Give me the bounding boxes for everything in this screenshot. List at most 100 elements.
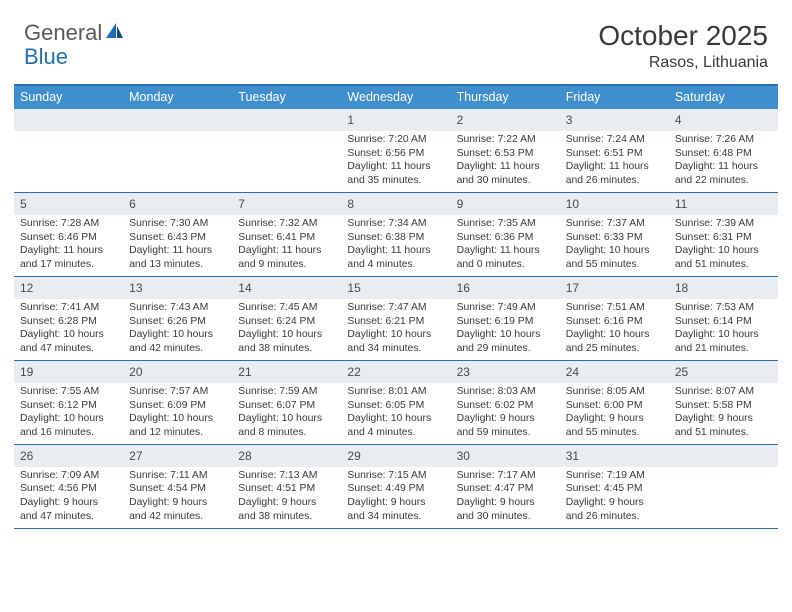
day-cell: 22Sunrise: 8:01 AMSunset: 6:05 PMDayligh… (341, 361, 450, 444)
day-number: 25 (675, 365, 688, 379)
sunset-text: Sunset: 6:53 PM (457, 147, 554, 161)
day-number: 17 (566, 281, 579, 295)
sunrise-text: Sunrise: 7:53 AM (675, 301, 772, 315)
day-number-row: 0 (669, 445, 778, 467)
day-number: 27 (129, 449, 142, 463)
daylight-text: Daylight: 9 hours and 42 minutes. (129, 496, 226, 523)
daylight-text: Daylight: 9 hours and 55 minutes. (566, 412, 663, 439)
day-number-row: 4 (669, 109, 778, 131)
day-number: 23 (457, 365, 470, 379)
day-detail: Sunrise: 7:39 AMSunset: 6:31 PMDaylight:… (669, 215, 778, 276)
day-number: 12 (20, 281, 33, 295)
day-detail: Sunrise: 7:59 AMSunset: 6:07 PMDaylight:… (232, 383, 341, 444)
day-number: 5 (20, 197, 27, 211)
sunrise-text: Sunrise: 7:17 AM (457, 469, 554, 483)
sunset-text: Sunset: 6:46 PM (20, 231, 117, 245)
sunset-text: Sunset: 4:47 PM (457, 482, 554, 496)
day-number: 7 (238, 197, 245, 211)
sunset-text: Sunset: 4:54 PM (129, 482, 226, 496)
day-number: 21 (238, 365, 251, 379)
sunset-text: Sunset: 6:31 PM (675, 231, 772, 245)
daylight-text: Daylight: 9 hours and 34 minutes. (347, 496, 444, 523)
daylight-text: Daylight: 10 hours and 4 minutes. (347, 412, 444, 439)
daylight-text: Daylight: 10 hours and 34 minutes. (347, 328, 444, 355)
day-detail: Sunrise: 7:51 AMSunset: 6:16 PMDaylight:… (560, 299, 669, 360)
sunset-text: Sunset: 6:19 PM (457, 315, 554, 329)
week-row: 12Sunrise: 7:41 AMSunset: 6:28 PMDayligh… (14, 277, 778, 361)
daylight-text: Daylight: 10 hours and 38 minutes. (238, 328, 335, 355)
sunset-text: Sunset: 6:02 PM (457, 399, 554, 413)
day-detail: Sunrise: 7:20 AMSunset: 6:56 PMDaylight:… (341, 131, 450, 192)
daylight-text: Daylight: 11 hours and 9 minutes. (238, 244, 335, 271)
sail-icon (105, 22, 125, 45)
day-number-row: 14 (232, 277, 341, 299)
day-number-row: 28 (232, 445, 341, 467)
day-number-row: 0 (123, 109, 232, 131)
calendar: Sunday Monday Tuesday Wednesday Thursday… (14, 84, 778, 529)
day-cell: 24Sunrise: 8:05 AMSunset: 6:00 PMDayligh… (560, 361, 669, 444)
day-detail: Sunrise: 8:05 AMSunset: 6:00 PMDaylight:… (560, 383, 669, 444)
day-number: 2 (457, 113, 464, 127)
day-detail: Sunrise: 7:19 AMSunset: 4:45 PMDaylight:… (560, 467, 669, 528)
day-cell: 17 Sunrise: 7:51 AMSunset: 6:16 PMDayligh… (560, 277, 669, 360)
sunrise-text: Sunrise: 7:19 AM (566, 469, 663, 483)
day-number: 8 (347, 197, 354, 211)
daylight-text: Daylight: 10 hours and 12 minutes. (129, 412, 226, 439)
day-cell: 25Sunrise: 8:07 AMSunset: 5:58 PMDayligh… (669, 361, 778, 444)
daylight-text: Daylight: 11 hours and 35 minutes. (347, 160, 444, 187)
day-number: 13 (129, 281, 142, 295)
day-detail: Sunrise: 7:15 AMSunset: 4:49 PMDaylight:… (341, 467, 450, 528)
day-number-row: 22 (341, 361, 450, 383)
day-detail: Sunrise: 8:03 AMSunset: 6:02 PMDaylight:… (451, 383, 560, 444)
sunset-text: Sunset: 6:28 PM (20, 315, 117, 329)
daylight-text: Daylight: 9 hours and 30 minutes. (457, 496, 554, 523)
sunrise-text: Sunrise: 7:26 AM (675, 133, 772, 147)
day-number: 26 (20, 449, 33, 463)
dow-fri: Friday (560, 86, 669, 109)
day-cell: 1Sunrise: 7:20 AMSunset: 6:56 PMDaylight… (341, 109, 450, 192)
header: General October 2025 Rasos, Lithuania (0, 0, 792, 76)
dow-mon: Monday (123, 86, 232, 109)
day-cell: 26Sunrise: 7:09 AMSunset: 4:56 PMDayligh… (14, 445, 123, 528)
sunrise-text: Sunrise: 7:34 AM (347, 217, 444, 231)
day-number-row: 30 (451, 445, 560, 467)
day-cell: 11Sunrise: 7:39 AMSunset: 6:31 PMDayligh… (669, 193, 778, 276)
daylight-text: Daylight: 9 hours and 26 minutes. (566, 496, 663, 523)
day-number-row: 8 (341, 193, 450, 215)
day-number: 14 (238, 281, 251, 295)
sunrise-text: Sunrise: 7:28 AM (20, 217, 117, 231)
day-detail: Sunrise: 7:47 AMSunset: 6:21 PMDaylight:… (341, 299, 450, 360)
daylight-text: Daylight: 11 hours and 26 minutes. (566, 160, 663, 187)
sunrise-text: Sunrise: 7:47 AM (347, 301, 444, 315)
day-detail: Sunrise: 7:32 AMSunset: 6:41 PMDaylight:… (232, 215, 341, 276)
day-number-row: 0 (232, 109, 341, 131)
day-detail: Sunrise: 7:11 AMSunset: 4:54 PMDaylight:… (123, 467, 232, 528)
day-detail: Sunrise: 8:01 AMSunset: 6:05 PMDaylight:… (341, 383, 450, 444)
day-cell: 4Sunrise: 7:26 AMSunset: 6:48 PMDaylight… (669, 109, 778, 192)
day-number: 6 (129, 197, 136, 211)
dow-wed: Wednesday (341, 86, 450, 109)
day-cell: 0 (14, 109, 123, 192)
day-cell: 28Sunrise: 7:13 AMSunset: 4:51 PMDayligh… (232, 445, 341, 528)
day-detail: Sunrise: 7:49 AMSunset: 6:19 PMDaylight:… (451, 299, 560, 360)
day-cell: 7 Sunrise: 7:32 AMSunset: 6:41 PMDaylight… (232, 193, 341, 276)
logo-text-general: General (24, 20, 102, 46)
day-cell: 19Sunrise: 7:55 AMSunset: 6:12 PMDayligh… (14, 361, 123, 444)
sunset-text: Sunset: 6:36 PM (457, 231, 554, 245)
day-cell: 5 Sunrise: 7:28 AMSunset: 6:46 PMDaylight… (14, 193, 123, 276)
location-label: Rasos, Lithuania (598, 54, 768, 72)
day-cell: 29Sunrise: 7:15 AMSunset: 4:49 PMDayligh… (341, 445, 450, 528)
day-number-row: 18 (669, 277, 778, 299)
day-cell: 20Sunrise: 7:57 AMSunset: 6:09 PMDayligh… (123, 361, 232, 444)
sunset-text: Sunset: 6:43 PM (129, 231, 226, 245)
day-cell: 3Sunrise: 7:24 AMSunset: 6:51 PMDaylight… (560, 109, 669, 192)
brand-logo: General (24, 20, 127, 46)
day-cell: 6Sunrise: 7:30 AMSunset: 6:43 PMDaylight… (123, 193, 232, 276)
daylight-text: Daylight: 11 hours and 13 minutes. (129, 244, 226, 271)
day-detail: Sunrise: 7:28 AMSunset: 6:46 PMDaylight:… (14, 215, 123, 276)
sunset-text: Sunset: 6:00 PM (566, 399, 663, 413)
day-detail: Sunrise: 7:35 AMSunset: 6:36 PMDaylight:… (451, 215, 560, 276)
daylight-text: Daylight: 9 hours and 38 minutes. (238, 496, 335, 523)
day-number-row: 20 (123, 361, 232, 383)
week-row: 0001Sunrise: 7:20 AMSunset: 6:56 PMDayli… (14, 109, 778, 193)
